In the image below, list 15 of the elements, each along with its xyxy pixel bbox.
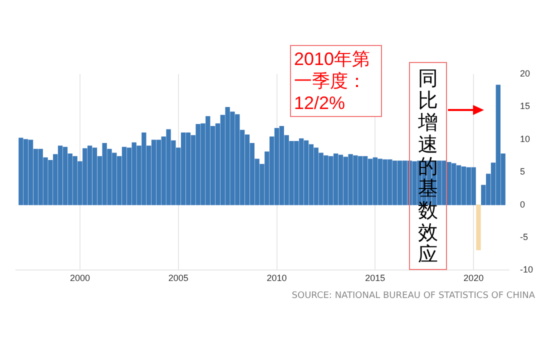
bar bbox=[476, 204, 481, 250]
annotation: 2010年第一季度：12/2% bbox=[290, 45, 382, 117]
y-tick-label: 20 bbox=[520, 68, 530, 78]
x-tick-label: 2015 bbox=[365, 273, 386, 284]
y-tick-label: 10 bbox=[520, 134, 530, 144]
x-tick-label: 2010 bbox=[266, 273, 287, 284]
x-tick-label: 2000 bbox=[70, 273, 90, 284]
y-tick-label: -10 bbox=[520, 264, 534, 275]
source-note: SOURCE: NATIONAL BUREAU OF STATISTICS OF CHINA bbox=[290, 291, 535, 301]
y-tick-label: 15 bbox=[520, 101, 530, 112]
y-tick-label: 0 bbox=[520, 199, 526, 210]
y-tick-label: 5 bbox=[520, 166, 526, 177]
x-tick-label: 2005 bbox=[168, 273, 188, 284]
y-tick-label: -5 bbox=[520, 232, 528, 242]
x-tick-label: 2020 bbox=[464, 273, 484, 284]
